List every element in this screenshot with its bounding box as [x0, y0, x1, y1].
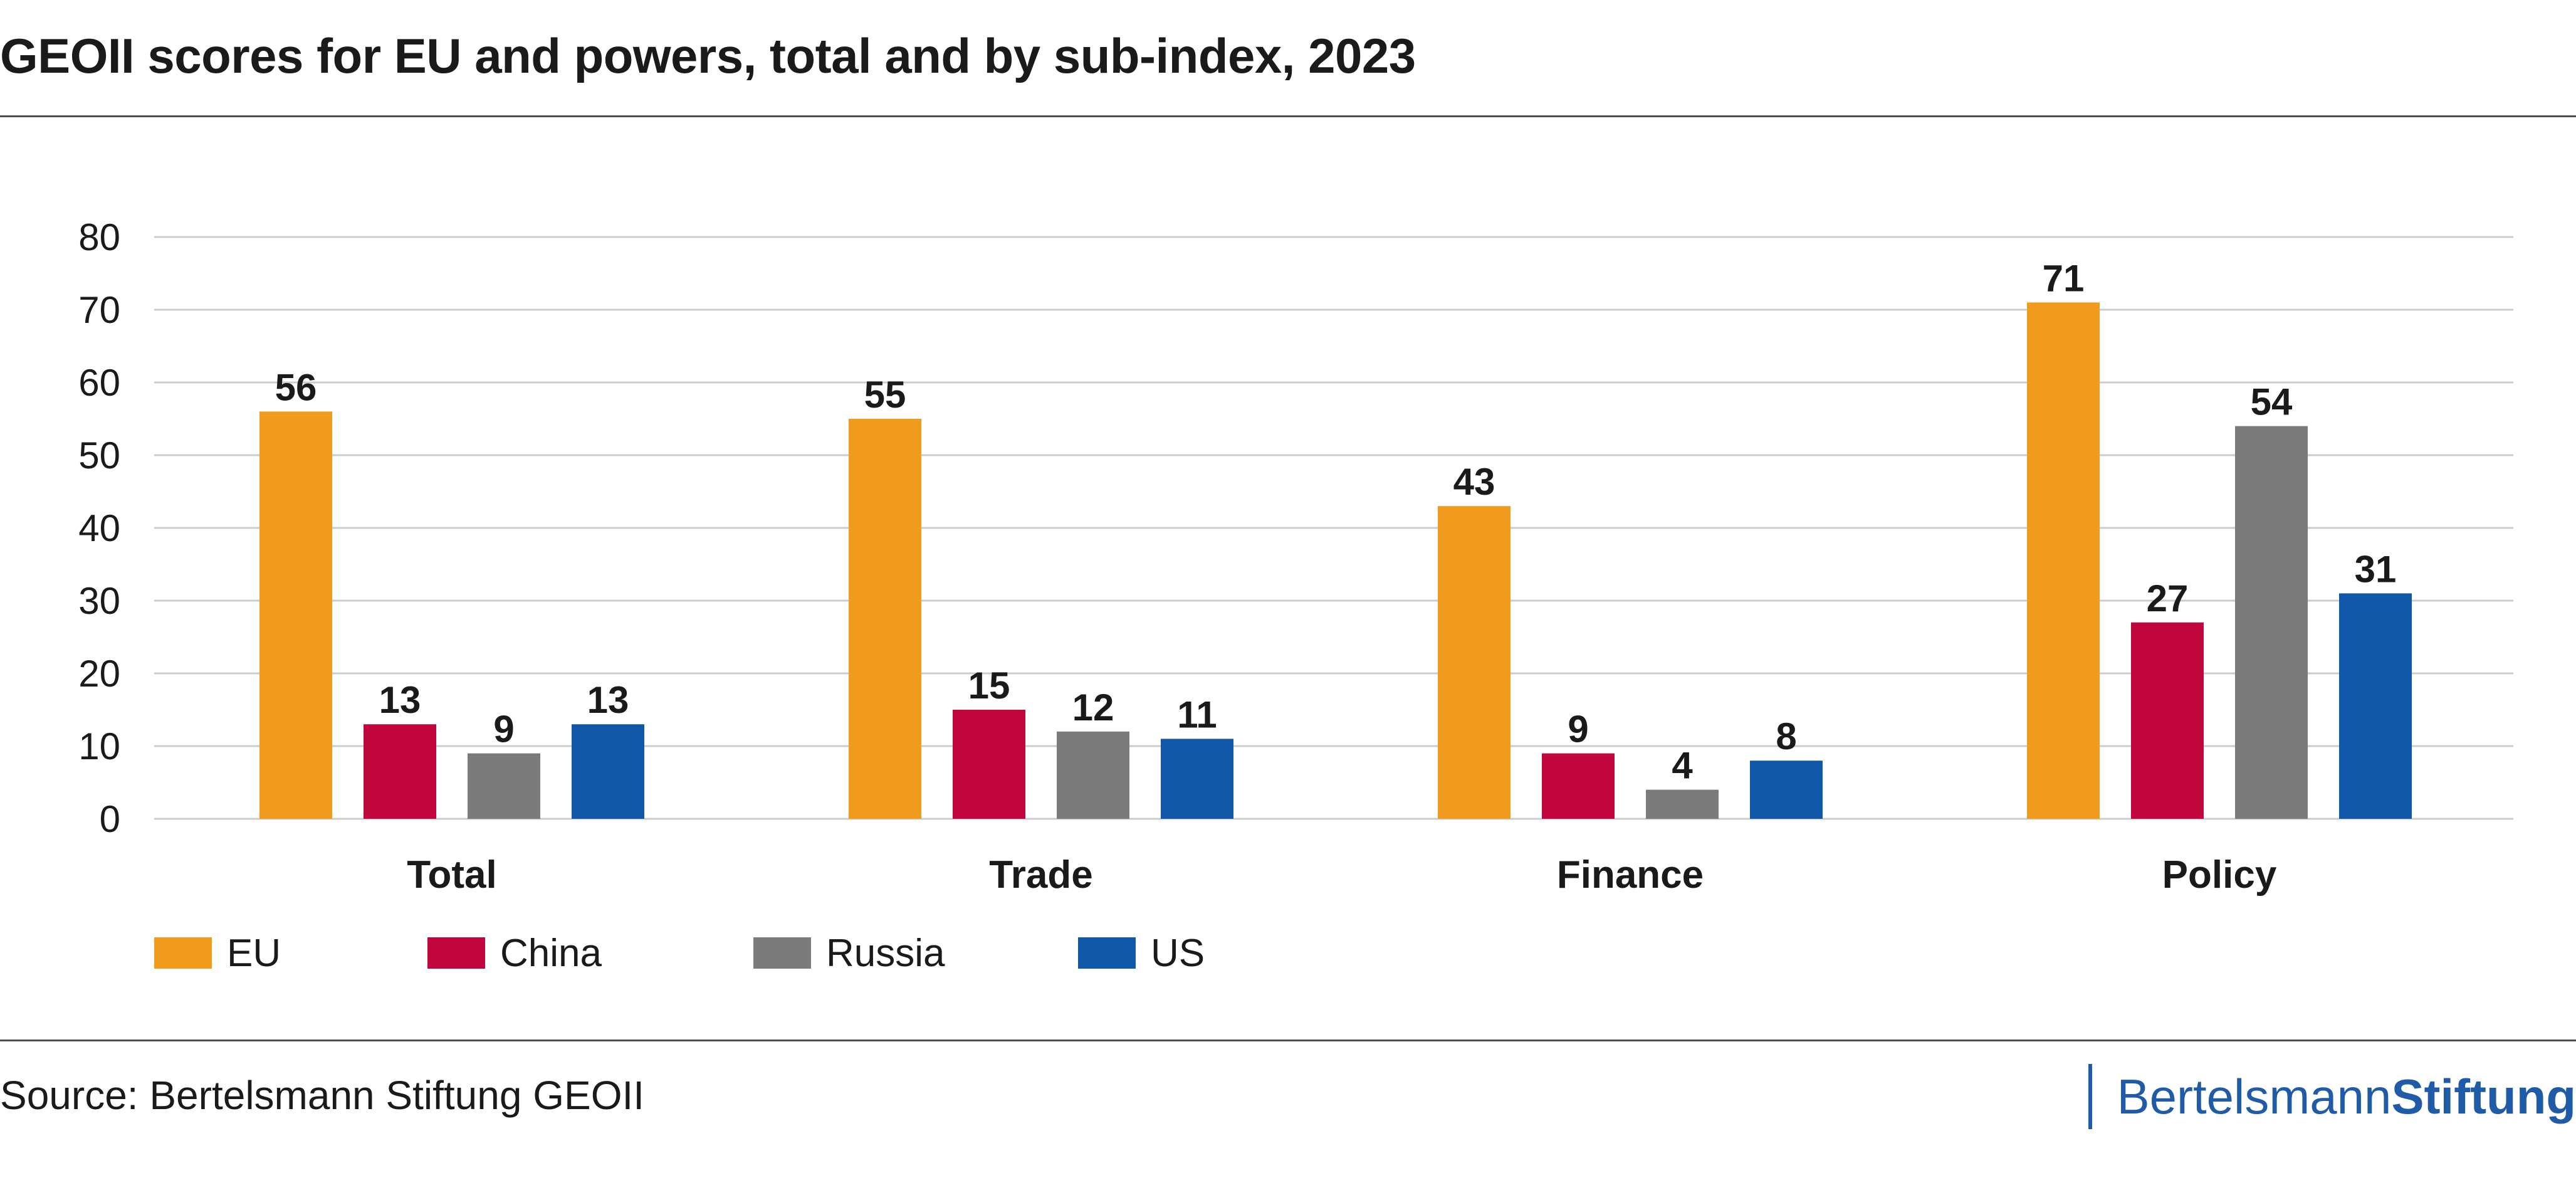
value-label-policy-us: 31 — [2355, 548, 2397, 590]
bar-policy-china — [2131, 622, 2204, 819]
brand-wordmark: BertelsmannStiftung — [2117, 1068, 2576, 1125]
bar-finance-us — [1750, 761, 1823, 819]
value-label-finance-eu: 43 — [1453, 461, 1495, 503]
category-label-trade: Trade — [989, 853, 1092, 897]
value-labels: 56 13 9 13 55 15 12 11 43 9 4 8 71 27 54 31 — [275, 257, 2397, 786]
bar-trade-russia — [1057, 731, 1129, 819]
category-label-finance: Finance — [1557, 853, 1704, 897]
bar-total-china — [364, 724, 436, 819]
legend-item-eu: EU — [154, 928, 281, 978]
value-label-trade-russia: 12 — [1072, 687, 1114, 729]
y-tick-30: 30 — [78, 580, 120, 622]
bottom-divider — [0, 1040, 2576, 1041]
bar-finance-china — [1542, 753, 1615, 819]
top-divider — [0, 115, 2576, 117]
y-tick-20: 20 — [78, 653, 120, 695]
value-label-policy-eu: 71 — [2043, 257, 2085, 299]
legend-label-eu: EU — [227, 931, 281, 975]
y-tick-80: 80 — [78, 216, 120, 258]
category-label-total: Total — [407, 853, 497, 897]
value-label-finance-russia: 4 — [1672, 745, 1693, 787]
brand-logo: BertelsmannStiftung — [2088, 1062, 2576, 1131]
value-label-policy-china: 27 — [2147, 577, 2189, 619]
category-label-policy: Policy — [2162, 853, 2277, 897]
chart-title: GEOII scores for EU and powers, total an… — [0, 28, 1416, 83]
legend-swatch-russia — [753, 937, 811, 969]
value-label-total-russia: 9 — [493, 708, 514, 750]
legend-item-china: China — [427, 928, 602, 978]
y-tick-10: 10 — [78, 725, 120, 767]
value-label-finance-us: 8 — [1776, 715, 1796, 757]
legend-swatch-china — [427, 937, 485, 969]
bar-trade-eu — [849, 419, 921, 819]
legend-swatch-us — [1078, 937, 1136, 969]
value-label-finance-china: 9 — [1568, 708, 1588, 750]
value-label-trade-china: 15 — [968, 665, 1010, 707]
y-axis-ticks: 0 10 20 30 40 50 60 70 80 — [78, 216, 120, 840]
brand-wordmark-bold: Stiftung — [2391, 1068, 2576, 1124]
bar-total-us — [572, 724, 644, 819]
value-label-total-china: 13 — [379, 679, 421, 721]
y-tick-40: 40 — [78, 507, 120, 549]
bar-trade-china — [953, 710, 1025, 819]
gridlines — [154, 236, 2513, 820]
value-label-trade-eu: 55 — [864, 374, 906, 416]
legend-swatch-eu — [154, 937, 212, 969]
legend-label-russia: Russia — [826, 931, 945, 975]
value-label-policy-russia: 54 — [2251, 381, 2293, 423]
value-label-total-us: 13 — [587, 679, 629, 721]
x-axis-categories: Total Trade Finance Policy — [407, 853, 2277, 897]
bar-policy-russia — [2235, 426, 2308, 819]
brand-wordmark-regular: Bertelsmann — [2117, 1068, 2392, 1124]
legend-label-china: China — [500, 931, 602, 975]
value-label-trade-us: 11 — [1177, 693, 1217, 735]
bar-trade-us — [1161, 739, 1233, 819]
y-tick-50: 50 — [78, 434, 120, 476]
bar-finance-russia — [1646, 789, 1719, 819]
legend-item-us: US — [1078, 928, 1205, 978]
bar-policy-eu — [2027, 302, 2100, 819]
bar-policy-us — [2339, 593, 2412, 819]
y-tick-70: 70 — [78, 289, 120, 331]
bar-chart: 0 10 20 30 40 50 60 70 80 56 13 9 13 55 15 12 11 43 9 4 8 71… — [78, 216, 2513, 897]
y-tick-60: 60 — [78, 362, 120, 404]
legend-item-russia: Russia — [753, 928, 945, 978]
source-note: Source: Bertelsmann Stiftung GEOII — [0, 1073, 645, 1118]
bar-total-eu — [259, 411, 332, 819]
brand-bar — [2088, 1064, 2092, 1129]
bars — [259, 302, 2412, 819]
y-tick-0: 0 — [100, 798, 120, 840]
value-label-total-eu: 56 — [275, 366, 317, 408]
legend-label-us: US — [1151, 931, 1205, 975]
bar-finance-eu — [1438, 506, 1511, 819]
bar-total-russia — [468, 753, 540, 819]
